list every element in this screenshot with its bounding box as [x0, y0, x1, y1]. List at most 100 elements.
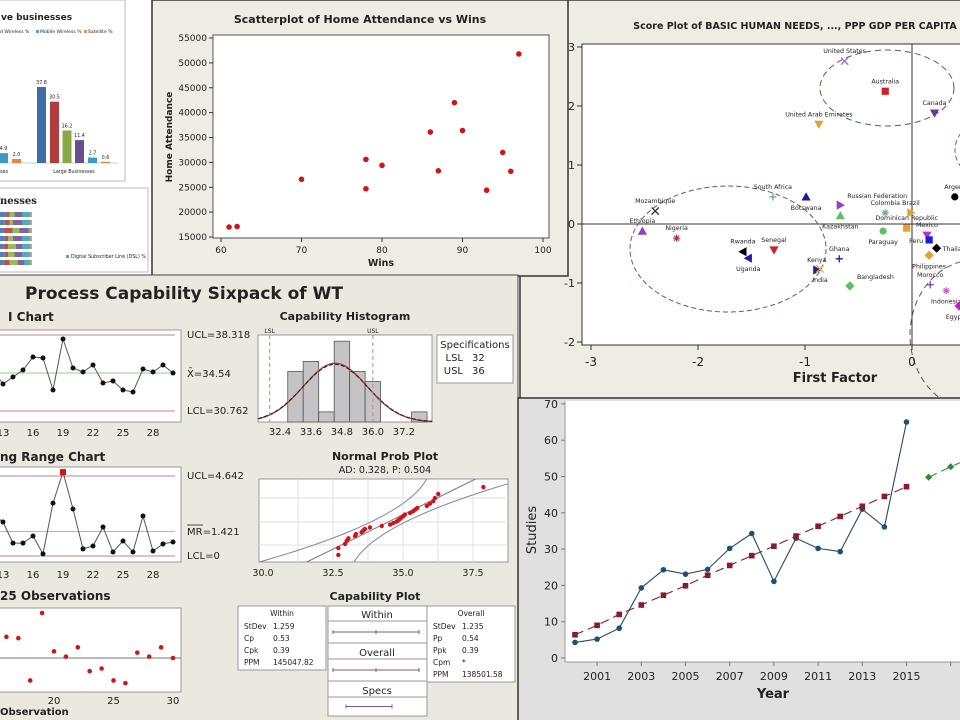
y-tick-label: 3	[568, 41, 575, 54]
stat-label: Pp	[433, 634, 443, 643]
x-tick-label: 70	[296, 246, 308, 256]
center-label: MR=1.421	[187, 527, 240, 538]
normprob-point	[481, 484, 486, 490]
data-point: Canada	[922, 100, 947, 118]
data-point: Nigeria	[665, 225, 688, 242]
stacked-bar-segment	[4, 220, 10, 225]
x-tick-label: 32.4	[269, 427, 291, 438]
attendance-scatterplot-panel: Scatterplot of Home Attendance vs Wins 60…	[151, 0, 569, 277]
stat-label: StDev	[244, 622, 267, 631]
stat-label: Cpm	[433, 658, 450, 667]
point-marker-tri-right	[907, 208, 916, 218]
series-point-fitted	[771, 543, 777, 549]
series-point-observed	[771, 578, 777, 585]
point-marker-circle	[951, 193, 959, 201]
stacked-bar-segment	[19, 228, 29, 233]
i-chart-point	[140, 366, 146, 372]
x-tick-label: 35.0	[392, 568, 413, 579]
lcl-label: LCL=0	[187, 551, 220, 562]
point-label: Russian Federation	[847, 193, 907, 200]
normprob-statistics: AD: 0.328, P: 0.504	[339, 465, 431, 476]
y-tick-label: 70	[544, 398, 558, 411]
x-tick-label: 25	[117, 428, 130, 439]
bar-value-label: 37.8	[36, 80, 47, 86]
spec-label: USL	[444, 366, 464, 377]
y-tick-label: 60	[544, 434, 558, 447]
bar	[62, 130, 72, 163]
point-label: Mexico	[916, 222, 938, 229]
stat-label: StDev	[433, 622, 456, 631]
mr-chart-point	[100, 524, 106, 530]
observation-point	[123, 680, 128, 686]
stacked-bar-segment	[9, 220, 13, 225]
mr-chart-point	[120, 538, 126, 544]
stacked-bar-segment	[6, 212, 10, 217]
x-tick-label: 22	[87, 428, 100, 439]
legend-swatch	[36, 30, 39, 33]
series-point-observed	[881, 524, 888, 530]
x-tick-label: 25	[117, 570, 130, 581]
x-tick-label: 2001	[583, 670, 611, 683]
legend-item: Digital Subscriber Line (DSL) %	[71, 254, 146, 260]
x-tick-label: 100	[534, 246, 551, 256]
point-label: Nigeria	[665, 225, 688, 232]
observation-point	[111, 678, 116, 683]
observation-point	[63, 654, 69, 659]
x-tick-label: -1	[799, 355, 811, 369]
stacked-bar-segment	[16, 244, 23, 249]
i-chart-point	[30, 354, 36, 360]
point-label: India	[812, 277, 828, 284]
stacked-bar-segment	[30, 236, 32, 241]
data-point	[451, 99, 458, 106]
y-tick-label: 0	[568, 218, 575, 231]
stat-value: 1.259	[273, 622, 295, 631]
x-tick-label: 30	[167, 696, 180, 707]
normal-probability-plot: Normal Prob Plot AD: 0.328, P: 0.504 30.0 3…	[252, 450, 509, 579]
point-label: Kenya	[807, 257, 826, 264]
stacked-bar-segment	[0, 228, 4, 233]
series-point-forecast	[925, 473, 933, 481]
x-tick-label: 37.2	[393, 427, 415, 438]
observation-point	[146, 654, 152, 659]
plot-area	[581, 43, 960, 346]
data-point	[363, 156, 369, 163]
x-axis-label: Observation	[0, 707, 69, 718]
y-tick-label: 50000	[178, 59, 207, 69]
chart-title: Scatterplot of Home Attendance vs Wins	[234, 13, 487, 26]
i-chart-point	[50, 387, 56, 393]
observation-point	[15, 635, 21, 641]
confidence-band	[353, 483, 508, 562]
mr-chart-point	[130, 549, 136, 555]
stacked-bar-segment	[30, 228, 32, 233]
x-tick-label: 30.0	[252, 568, 273, 579]
y-tick-label: 1	[568, 159, 575, 172]
capability-bar-label: Overall	[359, 648, 395, 659]
point-label: Canada	[922, 100, 946, 107]
data-point: Brazil	[902, 200, 920, 218]
x-tick-label: 20	[48, 696, 61, 707]
specifications-title: Specifications	[440, 340, 509, 351]
point-label: Morocco	[917, 272, 944, 279]
point-label: United States	[823, 48, 866, 55]
business-stacked-bar-panel: nesses Digital Subscriber Line (DSL) %	[0, 187, 149, 273]
specifications-box	[436, 334, 514, 384]
stacked-bar-segment	[9, 212, 15, 217]
series-point-observed	[594, 636, 600, 642]
point-label: Colombia	[870, 200, 900, 207]
stat-label: Ppk	[433, 646, 447, 655]
data-point: Dominican Republic	[875, 215, 938, 232]
normprob-point	[427, 501, 433, 506]
data-point	[226, 224, 232, 230]
stacked-bar-segment	[30, 212, 32, 217]
series-point-observed	[704, 566, 711, 573]
data-point: Philippines	[912, 250, 946, 270]
i-chart-point	[0, 381, 6, 387]
capability-bar-label: Within	[361, 610, 393, 621]
data-point	[298, 176, 305, 183]
i-chart: I Chart UCL=38.318 X̄=34.54 LCL=30.762 13 16 1…	[0, 310, 250, 439]
legend-item: d Wireless %	[0, 29, 30, 35]
bar	[50, 101, 59, 163]
bar	[0, 153, 8, 163]
data-point: Rwanda	[730, 239, 756, 257]
series-point-observed	[572, 639, 578, 646]
